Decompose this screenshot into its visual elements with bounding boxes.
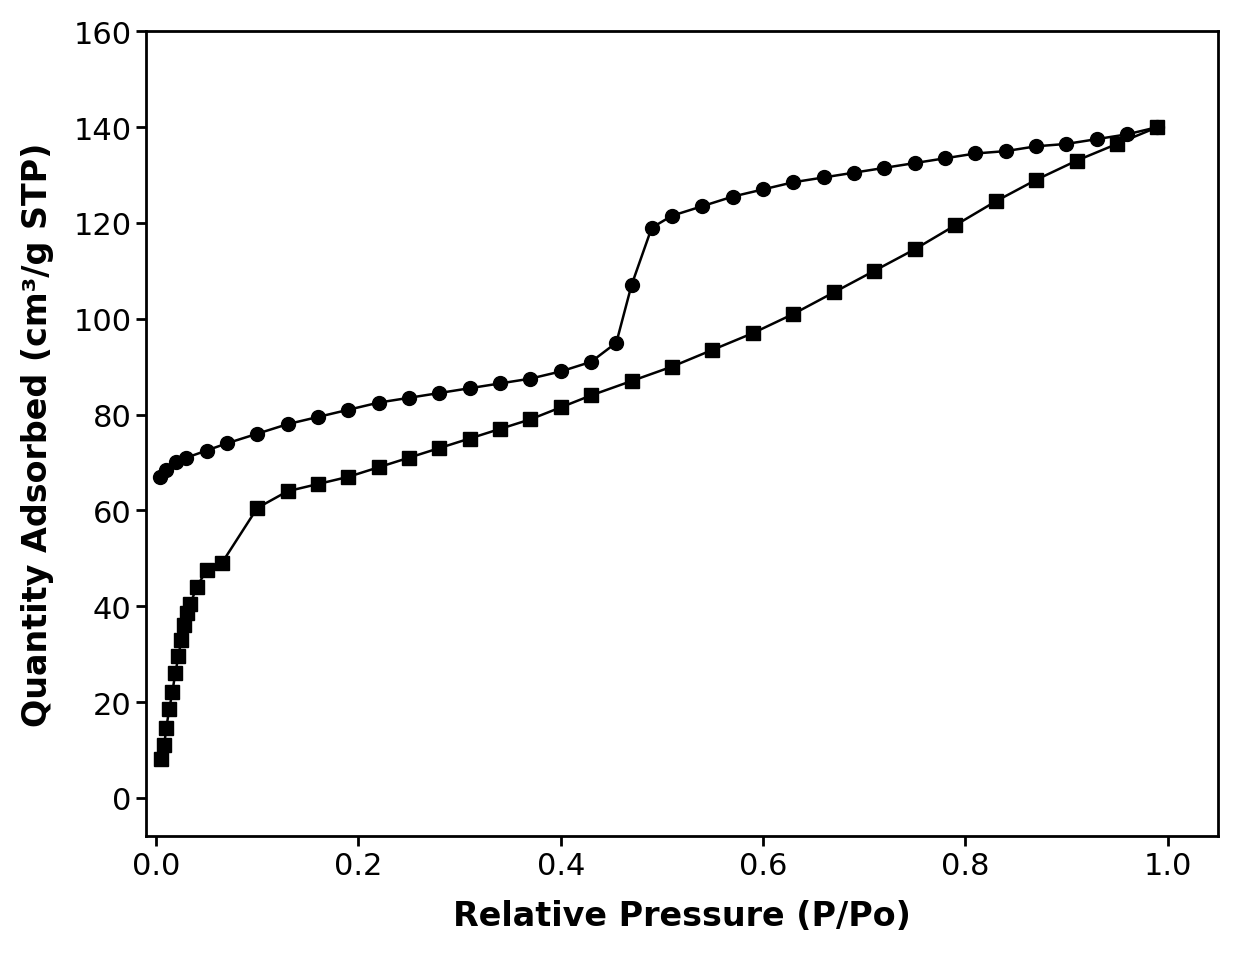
Y-axis label: Quantity Adsorbed (cm³/g STP): Quantity Adsorbed (cm³/g STP) <box>21 142 53 726</box>
X-axis label: Relative Pressure (P/Po): Relative Pressure (P/Po) <box>453 900 911 932</box>
